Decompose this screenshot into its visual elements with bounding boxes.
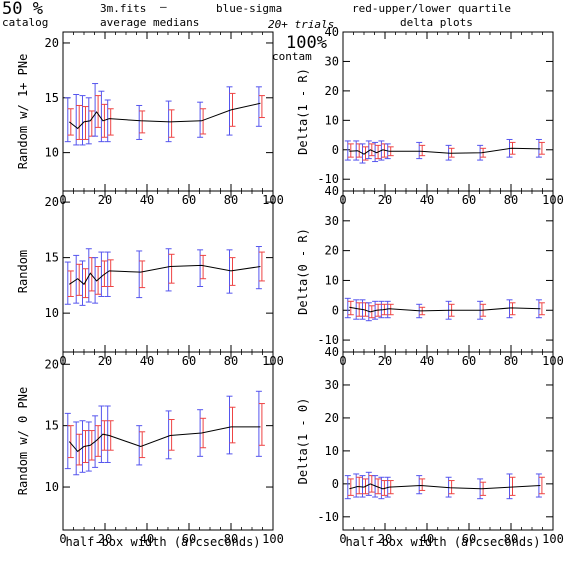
x-tick-label: 60 (462, 354, 476, 368)
x-tick-label: 40 (140, 193, 154, 207)
y-tick-label: 15 (45, 419, 59, 433)
y-tick-label: 20 (45, 36, 59, 50)
median-line (349, 147, 541, 155)
panel-5: 0 20 40 60 80 100 10 15 20 Random w/ 0 PNe (16, 351, 284, 546)
x-tick-label: 80 (504, 193, 518, 207)
x-tick-label: 40 (420, 193, 434, 207)
median-line (349, 306, 541, 313)
x-tick-label: 60 (182, 532, 196, 546)
y-tick-label: 10 (325, 273, 339, 287)
y-tick-label: 10 (325, 444, 339, 458)
x-tick-label: 20 (98, 532, 112, 546)
x-tick-label: 0 (339, 532, 346, 546)
x-tick-label: 40 (140, 354, 154, 368)
x-tick-label: 40 (420, 354, 434, 368)
y-tick-label: 0 (332, 303, 339, 317)
y-tick-label: 40 (325, 345, 339, 359)
x-tick-label: 20 (378, 354, 392, 368)
panel-frame (62, 351, 274, 531)
y-axis-label: Random w/ 0 PNe (16, 387, 30, 495)
x-tick-label: 0 (59, 532, 66, 546)
y-tick-label: 20 (325, 244, 339, 258)
y-tick-label: 15 (45, 91, 59, 105)
y-tick-label: 10 (45, 480, 59, 494)
y-axis-label: Delta(0 - R) (296, 228, 310, 315)
y-tick-label: 30 (325, 214, 339, 228)
y-tick-label: 20 (325, 411, 339, 425)
y-tick-label: 15 (45, 251, 59, 265)
y-tick-label: 10 (325, 113, 339, 127)
x-tick-label: 80 (224, 354, 238, 368)
header-avg-medians: average medians (100, 16, 199, 29)
panel-frame (62, 190, 274, 353)
header-percent: 50 % (2, 0, 43, 19)
y-tick-label: 0 (332, 143, 339, 157)
median-line (68, 426, 261, 453)
y-axis-label: Random w/ 1+ PNe (16, 54, 30, 170)
x-tick-label: 100 (542, 532, 564, 546)
x-axis-label-left: half-box width (arcseconds) (65, 535, 260, 549)
y-axis-label: Random (16, 250, 30, 293)
x-tick-label: 40 (420, 532, 434, 546)
y-tick-label: -10 (317, 333, 339, 347)
y-tick-label: 0 (332, 477, 339, 491)
header-dash: — (160, 0, 167, 13)
x-tick-label: 100 (262, 532, 284, 546)
header-delta-plots: delta plots (400, 16, 473, 29)
y-tick-label: 10 (45, 146, 59, 160)
y-tick-label: 30 (325, 54, 339, 68)
panel-frame (342, 351, 554, 531)
y-axis-label: Delta(1 - 0) (296, 398, 310, 485)
x-tick-label: 80 (504, 354, 518, 368)
header-contam: contam (272, 50, 312, 63)
y-tick-label: 40 (325, 25, 339, 39)
x-tick-label: 80 (504, 532, 518, 546)
panel-frame (62, 31, 274, 192)
x-tick-label: 40 (140, 532, 154, 546)
y-tick-label: 10 (45, 306, 59, 320)
x-tick-label: 20 (378, 193, 392, 207)
x-axis-label-right: half-box width (arcseconds) (345, 535, 540, 549)
x-tick-label: 60 (182, 193, 196, 207)
header-trials: 20+ trials (268, 18, 334, 31)
x-tick-label: 20 (98, 354, 112, 368)
y-axis-label: Delta(1 - R) (296, 68, 310, 155)
median-line (68, 102, 261, 130)
y-tick-label: 30 (325, 378, 339, 392)
x-tick-label: 60 (462, 532, 476, 546)
y-tick-label: 20 (45, 195, 59, 209)
y-tick-label: 20 (325, 84, 339, 98)
x-tick-label: 60 (182, 354, 196, 368)
header-red-quartile: red-upper/lower quartile (352, 2, 511, 15)
panel-frame (342, 31, 554, 192)
y-tick-label: 40 (325, 184, 339, 198)
header-contam-pct: 100% (286, 33, 327, 53)
y-tick-label: 20 (45, 357, 59, 371)
x-tick-label: 20 (378, 532, 392, 546)
header-catalog: catalog (2, 16, 48, 29)
median-line (69, 264, 261, 286)
y-tick-label: -10 (317, 510, 339, 524)
header-file: 3m.fits (100, 2, 146, 15)
x-tick-label: 80 (224, 532, 238, 546)
x-tick-label: 20 (98, 193, 112, 207)
y-tick-label: -10 (317, 172, 339, 186)
x-tick-label: 60 (462, 193, 476, 207)
median-line (349, 483, 541, 490)
header-blue-sigma: blue-sigma (216, 2, 282, 15)
x-tick-label: 80 (224, 193, 238, 207)
panel-frame (342, 190, 554, 353)
